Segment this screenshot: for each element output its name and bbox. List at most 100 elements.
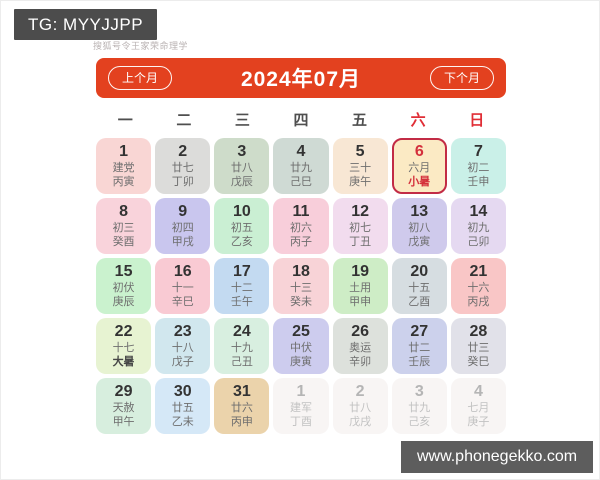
day-lunar-line1: 奥运 — [349, 342, 372, 354]
calendar-day-cell[interactable]: 31 廿六 丙申 — [214, 378, 270, 434]
day-lunar-line2: 甲戌 — [171, 236, 194, 248]
day-number: 20 — [410, 263, 429, 280]
day-lunar-line2: 甲申 — [349, 296, 372, 308]
calendar-day-cell[interactable]: 18 十三 癸未 — [273, 258, 329, 314]
day-number: 14 — [469, 203, 488, 220]
day-lunar-line2: 丙子 — [289, 236, 312, 248]
day-lunar-line1: 建军 — [289, 402, 312, 414]
day-number: 8 — [119, 203, 129, 220]
day-lunar-line1: 中伏 — [289, 342, 312, 354]
day-lunar-line1: 廿九 — [289, 162, 312, 174]
calendar-day-cell[interactable]: 27 廿二 壬辰 — [391, 318, 447, 374]
calendar-day-cell[interactable]: 20 十五乙酉 — [391, 258, 447, 314]
calendar-day-cell[interactable]: 7 初二 壬申 — [450, 138, 506, 194]
day-lunar-line1: 初伏 — [112, 282, 135, 294]
calendar-day-cell[interactable]: 15 初伏 庚辰 — [96, 258, 152, 314]
day-lunar-line2: 戊寅 — [408, 236, 431, 248]
calendar-day-cell[interactable]: 28 廿三 癸巳 — [450, 318, 506, 374]
day-lunar-line1: 初八 — [408, 222, 431, 234]
day-lunar-line1: 土用 — [349, 282, 372, 294]
calendar-day-cell[interactable]: 19 土用 甲申 — [332, 258, 388, 314]
calendar-day-cell[interactable]: 2 廿八 戊戌 — [332, 378, 388, 434]
day-lunar-line1: 十二 — [230, 282, 253, 294]
day-lunar-line1: 十一 — [171, 282, 194, 294]
next-month-button[interactable]: 下个月 — [429, 65, 494, 91]
day-lunar-line1: 廿六 — [230, 402, 253, 414]
day-lunar-line2: 丙申 — [230, 416, 253, 428]
day-lunar-line2: 甲午 — [112, 416, 135, 428]
day-number: 17 — [232, 263, 251, 280]
day-number: 10 — [232, 203, 251, 220]
day-lunar-line1: 初二 — [467, 162, 490, 174]
calendar-day-cell[interactable]: 22 十七 大暑 — [96, 318, 152, 374]
day-lunar-line2: 庚子 — [467, 416, 490, 428]
day-number: 13 — [410, 203, 429, 220]
calendar-day-cell[interactable]: 1 建党 丙寅 — [96, 138, 152, 194]
day-lunar-line2: 辛卯 — [349, 356, 372, 368]
calendar-day-cell[interactable]: 17 十二壬午 — [214, 258, 270, 314]
calendar-day-cell[interactable]: 24 十九 己丑 — [214, 318, 270, 374]
day-number: 28 — [469, 323, 488, 340]
day-number: 16 — [173, 263, 192, 280]
calendar-day-cell[interactable]: 8 初三癸酉 — [96, 198, 152, 254]
day-lunar-line2: 丁丑 — [349, 236, 372, 248]
day-number: 5 — [355, 143, 365, 160]
day-lunar-line1: 十八 — [171, 342, 194, 354]
day-lunar-line1: 七月 — [467, 402, 490, 414]
day-lunar-line1: 建党 — [112, 162, 135, 174]
day-number: 3 — [237, 143, 247, 160]
day-lunar-line1: 初三 — [112, 222, 135, 234]
day-number: 7 — [473, 143, 483, 160]
day-lunar-line1: 十五 — [408, 282, 431, 294]
day-lunar-line2: 乙亥 — [230, 236, 253, 248]
tg-badge: TG: MYYJJPP — [14, 9, 158, 40]
calendar-day-cell[interactable]: 21 十六 丙戌 — [450, 258, 506, 314]
calendar-day-cell[interactable]: 2 廿七 丁卯 — [155, 138, 211, 194]
day-lunar-line2: 己亥 — [408, 416, 431, 428]
day-number: 2 — [178, 143, 188, 160]
calendar-day-cell[interactable]: 26 奥运 辛卯 — [332, 318, 388, 374]
calendar-title: 2024年07月 — [240, 68, 362, 91]
calendar-day-cell[interactable]: 14 初九 己卯 — [450, 198, 506, 254]
day-number: 25 — [292, 323, 310, 340]
watermark-text: 搜狐号令王家荣命理学 — [93, 41, 189, 51]
day-lunar-line2: 壬午 — [230, 296, 253, 308]
day-number: 30 — [173, 383, 192, 400]
calendar-day-cell[interactable]: 11 初六 丙子 — [273, 198, 329, 254]
day-lunar-line1: 十三 — [289, 282, 312, 294]
calendar-day-cell[interactable]: 13 初八戊寅 — [391, 198, 447, 254]
calendar-day-cell[interactable]: 16 十一辛巳 — [155, 258, 211, 314]
day-lunar-line2: 小暑 — [408, 176, 431, 188]
calendar-day-cell[interactable]: 6 六月 小暑 — [391, 138, 447, 194]
day-lunar-line2: 壬辰 — [408, 356, 431, 368]
prev-month-button[interactable]: 上个月 — [108, 65, 173, 91]
calendar-day-cell[interactable]: 25 中伏 庚寅 — [273, 318, 329, 374]
day-lunar-line1: 廿八 — [349, 402, 372, 414]
day-lunar-line1: 天赦 — [112, 402, 135, 414]
day-number: 2 — [355, 383, 365, 400]
calendar-day-cell[interactable]: 3 廿八 戊辰 — [214, 138, 270, 194]
day-lunar-line1: 廿八 — [230, 162, 253, 174]
calendar-day-cell[interactable]: 12 初七 丁丑 — [332, 198, 388, 254]
calendar-day-cell[interactable]: 29 天赦 甲午 — [96, 378, 152, 434]
calendar-day-cell[interactable]: 30 廿五 乙未 — [155, 378, 211, 434]
day-lunar-line1: 初四 — [171, 222, 194, 234]
day-number: 22 — [114, 323, 133, 340]
calendar-day-cell[interactable]: 4 廿九 己巳 — [273, 138, 329, 194]
day-lunar-line2: 癸酉 — [112, 236, 135, 248]
calendar-day-cell[interactable]: 9 初四 甲戌 — [155, 198, 211, 254]
day-number: 21 — [469, 263, 488, 280]
calendar-day-cell[interactable]: 4 七月 庚子 — [450, 378, 506, 434]
day-lunar-line2: 辛巳 — [171, 296, 194, 308]
day-lunar-line2: 乙酉 — [408, 296, 431, 308]
day-number: 15 — [114, 263, 133, 280]
day-lunar-line1: 廿九 — [408, 402, 431, 414]
calendar-day-cell[interactable]: 1 建军 丁酉 — [273, 378, 329, 434]
calendar-day-cell[interactable]: 10 初五 乙亥 — [214, 198, 270, 254]
calendar-day-cell[interactable]: 23 十八 戊子 — [155, 318, 211, 374]
calendar-day-cell[interactable]: 3 廿九 己亥 — [391, 378, 447, 434]
calendar-day-cell[interactable]: 5 三十 庚午 — [332, 138, 388, 194]
day-lunar-line2: 丁卯 — [171, 176, 194, 188]
day-number: 24 — [232, 323, 251, 340]
day-lunar-line2: 己丑 — [230, 356, 253, 368]
